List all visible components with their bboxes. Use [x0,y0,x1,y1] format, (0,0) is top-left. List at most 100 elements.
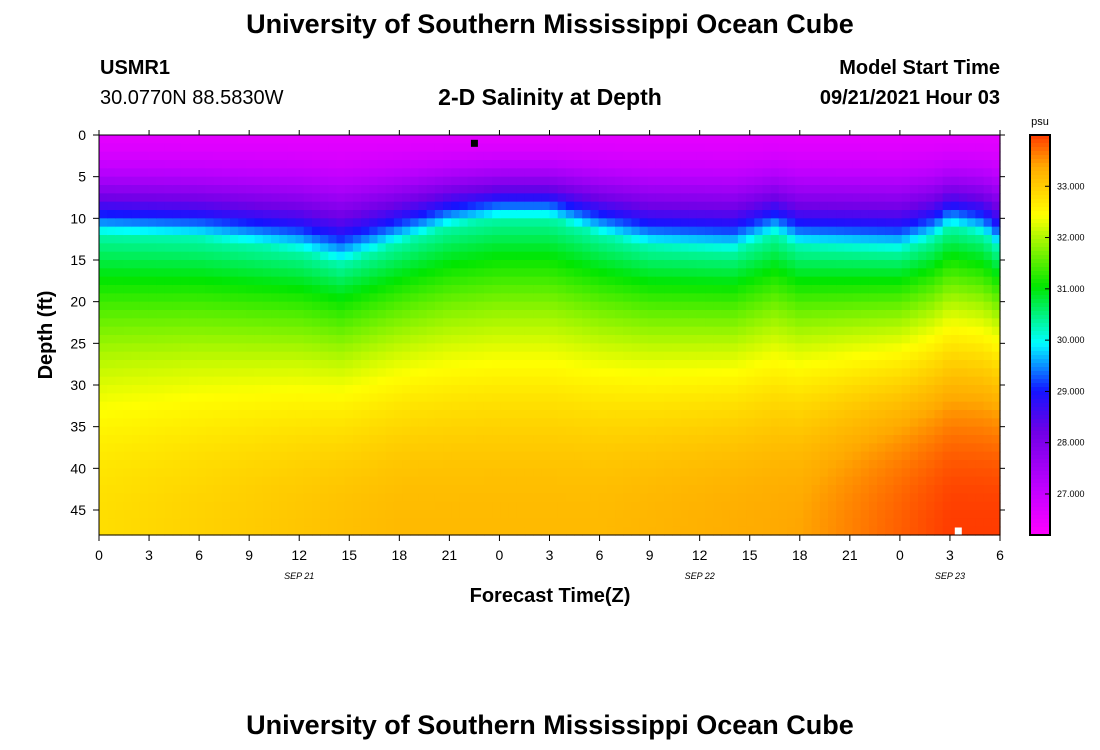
heatmap-cell [639,468,649,478]
heatmap-cell [393,293,403,303]
heatmap-cell [418,176,428,186]
heatmap-cell [819,135,829,144]
heatmap-cell [909,318,919,328]
heatmap-cell [918,393,927,403]
heatmap-cell [426,218,436,228]
heatmap-cell [696,235,706,244]
heatmap-cell [410,385,420,394]
heatmap-cell [655,268,665,278]
heatmap-cell [443,143,452,153]
heatmap-cell [492,501,501,511]
heatmap-cell [615,218,624,228]
heatmap-cell [262,326,272,336]
heatmap-cell [99,476,108,486]
heatmap-cell [508,218,518,228]
heatmap-cell [311,526,321,536]
heatmap-cell [483,160,493,169]
heatmap-cell [885,235,895,244]
heatmap-cell [533,168,542,178]
heatmap-cell [410,176,420,186]
heatmap-cell [803,285,813,294]
heatmap-cell [688,460,698,469]
heatmap-cell [713,343,723,353]
heatmap-cell [696,435,706,444]
heatmap-cell [746,260,755,269]
heatmap-cell [213,235,223,244]
heatmap-cell [434,293,444,303]
heatmap-cell [483,326,493,336]
heatmap-cell [123,360,133,369]
heatmap-cell [443,285,452,294]
heatmap-cell [926,276,936,286]
heatmap-cell [197,285,207,294]
heatmap-cell [500,268,510,278]
heatmap-cell [639,210,649,219]
heatmap-cell [311,335,321,344]
heatmap-cell [803,301,813,311]
heatmap-cell [598,235,608,244]
heatmap-cell [385,410,395,419]
heatmap-cell [459,376,469,386]
heatmap-cell [754,235,764,244]
heatmap-cell [795,301,805,311]
heatmap-cell [901,510,911,519]
heatmap-cell [213,460,223,469]
heatmap-cell [492,351,501,361]
heatmap-cell [705,135,714,144]
heatmap-cell [909,460,919,469]
heatmap-cell [942,485,952,494]
heatmap-cell [868,501,878,511]
heatmap-cell [574,435,583,444]
heatmap-cell [271,460,280,469]
heatmap-cell [328,460,338,469]
heatmap-cell [615,476,624,486]
heatmap-cell [713,460,723,469]
heatmap-cell [467,410,477,419]
heatmap-cell [606,526,616,536]
heatmap-cell [795,510,805,519]
heatmap-cell [819,360,829,369]
heatmap-cell [459,476,469,486]
heatmap-cell [574,293,583,303]
heatmap-cell [213,368,223,378]
heatmap-cell [623,485,633,494]
heatmap-cell [279,226,288,236]
heatmap-cell [893,493,903,503]
heatmap-cell [623,185,633,194]
heatmap-cell [344,226,354,236]
heatmap-cell [238,351,248,361]
heatmap-cell [434,318,444,328]
heatmap-cell [295,301,305,311]
heatmap-cell [197,385,207,394]
heatmap-cell [819,260,829,269]
heatmap-cell [713,268,723,278]
heatmap-cell [172,468,182,478]
heatmap-cell [524,351,534,361]
heatmap-cell [696,310,706,319]
heatmap-cell [344,218,354,228]
heatmap-cell [246,151,256,161]
heatmap-cell [565,135,575,144]
heatmap-cell [328,385,338,394]
heatmap-cell [606,476,616,486]
heatmap-cell [688,485,698,494]
heatmap-cell [934,185,944,194]
heatmap-cell [582,135,592,144]
heatmap-cell [418,343,428,353]
heatmap-cell [271,501,280,511]
heatmap-cell [655,201,665,211]
heatmap-cell [778,143,788,153]
heatmap-cell [99,268,108,278]
heatmap-cell [696,243,706,253]
heatmap-cell [852,426,862,436]
heatmap-cell [598,518,608,528]
heatmap-cell [623,310,633,319]
heatmap-cell [631,385,641,394]
heatmap-cell [811,268,821,278]
heatmap-cell [295,293,305,303]
heatmap-cell [827,210,837,219]
heatmap-cell [623,418,633,428]
heatmap-cell [197,268,207,278]
heatmap-cell [369,285,379,294]
heatmap-cell [500,293,510,303]
